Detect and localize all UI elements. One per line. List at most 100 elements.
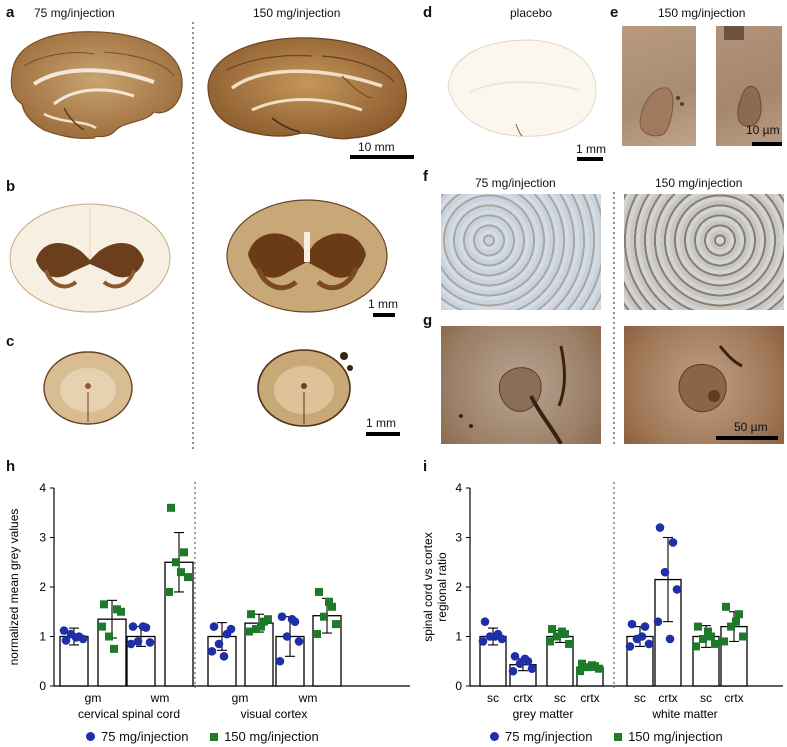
chart-i-point [653,617,663,626]
chart-h-point [313,630,321,639]
scalebar-c-label: 1 mm [366,416,396,430]
chart-h-xtick-label: wm [150,691,170,705]
chart-i-point [625,642,635,651]
panel-label-c: c [6,333,15,350]
header-left-150: 150 mg/injection [253,6,341,20]
chart-h-point [315,587,323,596]
chart-h-point [282,632,292,641]
chart-h-point [98,622,106,631]
micro-g-75 [441,326,601,444]
panel-label-e: e [610,4,619,21]
chart-h-point [247,610,255,619]
chart-i-point [527,664,537,673]
chart-i-point [640,622,650,631]
legend-i-dot-icon [490,732,499,741]
chart-h-xtick-label: gm [85,691,102,705]
chart-h-point [277,612,287,621]
chart-i-point [660,567,670,577]
chart-h-point [245,627,253,636]
chart-h-ytick-label: 4 [39,481,46,495]
chart-i-point [672,585,682,594]
chart-i-point [565,639,573,648]
chart-i-point [711,639,719,648]
chart-i-point [727,622,735,631]
chart-h-point [264,615,272,624]
chart-i-group-label: white matter [651,707,717,721]
chart-h-point [184,573,192,582]
chart-i-point [732,617,740,626]
dotted-separator-right [613,192,615,446]
chart-i-xtick-label: crtx [513,691,532,705]
chart-i-xtick-label: sc [634,691,646,705]
panel-label-i: i [423,458,428,475]
brain-section-150 [207,37,407,140]
chart-h-point [61,636,71,645]
chart-i-point [735,610,743,619]
chart-h: normalized mean grey values 0 1 2 3 4 gm wm gm wm… [7,481,410,721]
scalebar-a-label: 10 mm [358,140,395,154]
chart-h-ytick-label: 3 [39,531,46,545]
chart-h-point [180,548,188,557]
chart-h-point [207,647,217,656]
chart-i-point [707,632,715,641]
chart-h-point [328,602,336,611]
chart-h-point [252,625,260,634]
chart-h-point [214,639,224,649]
micro-f-150 [624,194,784,310]
chart-h-point [71,633,81,642]
scalebar-b [373,313,395,317]
panel-label-g: g [423,312,433,329]
chart-i-point [704,627,712,636]
chart-h-point [105,632,113,641]
chart-i-point [583,663,591,672]
scalebar-c [366,432,400,436]
chart-i-point [739,632,747,641]
chart-h-point [145,638,155,647]
chart-i-point [558,627,566,636]
chart-i-ylabel: regional ratio [435,552,449,622]
micro-g-150 [624,326,784,444]
legend-i: 75 mg/injection 150 mg/injection [490,729,723,744]
chart-i-ytick-label: 2 [455,580,462,594]
scalebar-g-label: 50 µm [734,420,768,434]
chart-i-ytick-label: 4 [455,481,462,495]
chart-h-point [78,634,88,644]
chart-i-point [665,634,675,644]
chart-i-point [627,619,637,629]
header-placebo: placebo [510,6,553,20]
chart-i-point [694,622,702,631]
chart-i-xtick-label: crtx [580,691,599,705]
chart-h-ytick-label: 2 [39,580,46,594]
chart-h-point [100,600,108,609]
chart-i-ytick-label: 0 [455,679,462,693]
chart-h-point [332,620,340,629]
spinal-cord-c-75 [43,351,133,425]
chart-i-ytick-label: 3 [455,531,462,545]
header-e-150: 150 mg/injection [658,6,746,20]
chart-i: spinal cord vs cortex regional ratio 0 1 2 3 4… [421,481,783,721]
panel-label-b: b [6,178,16,195]
scalebar-d [577,157,603,161]
scalebar-b-label: 1 mm [368,297,398,311]
chart-i-point [699,634,707,643]
scalebar-e-label: 10 µm [746,123,780,137]
chart-i-point [478,637,488,646]
chart-i-point [637,632,647,641]
chart-h-point [219,652,229,661]
scalebar-d-label: 1 mm [576,142,606,156]
chart-h-group-label: cervical spinal cord [78,707,180,721]
chart-i-point [644,639,654,649]
chart-h-point [287,614,297,624]
brain-section-75 [10,31,183,139]
panel-label-f: f [423,168,428,185]
chart-h-point [59,626,69,635]
panel-label-a: a [6,4,15,21]
neuron-image-e-1 [622,26,696,146]
legend-i-square-icon [614,733,623,741]
chart-i-point [655,523,665,532]
chart-i-xtick-label: crtx [658,691,677,705]
chart-i-point [722,602,730,611]
chart-h-point [117,607,125,616]
chart-i-point [548,625,556,634]
chart-h-group-label: visual cortex [241,707,308,721]
